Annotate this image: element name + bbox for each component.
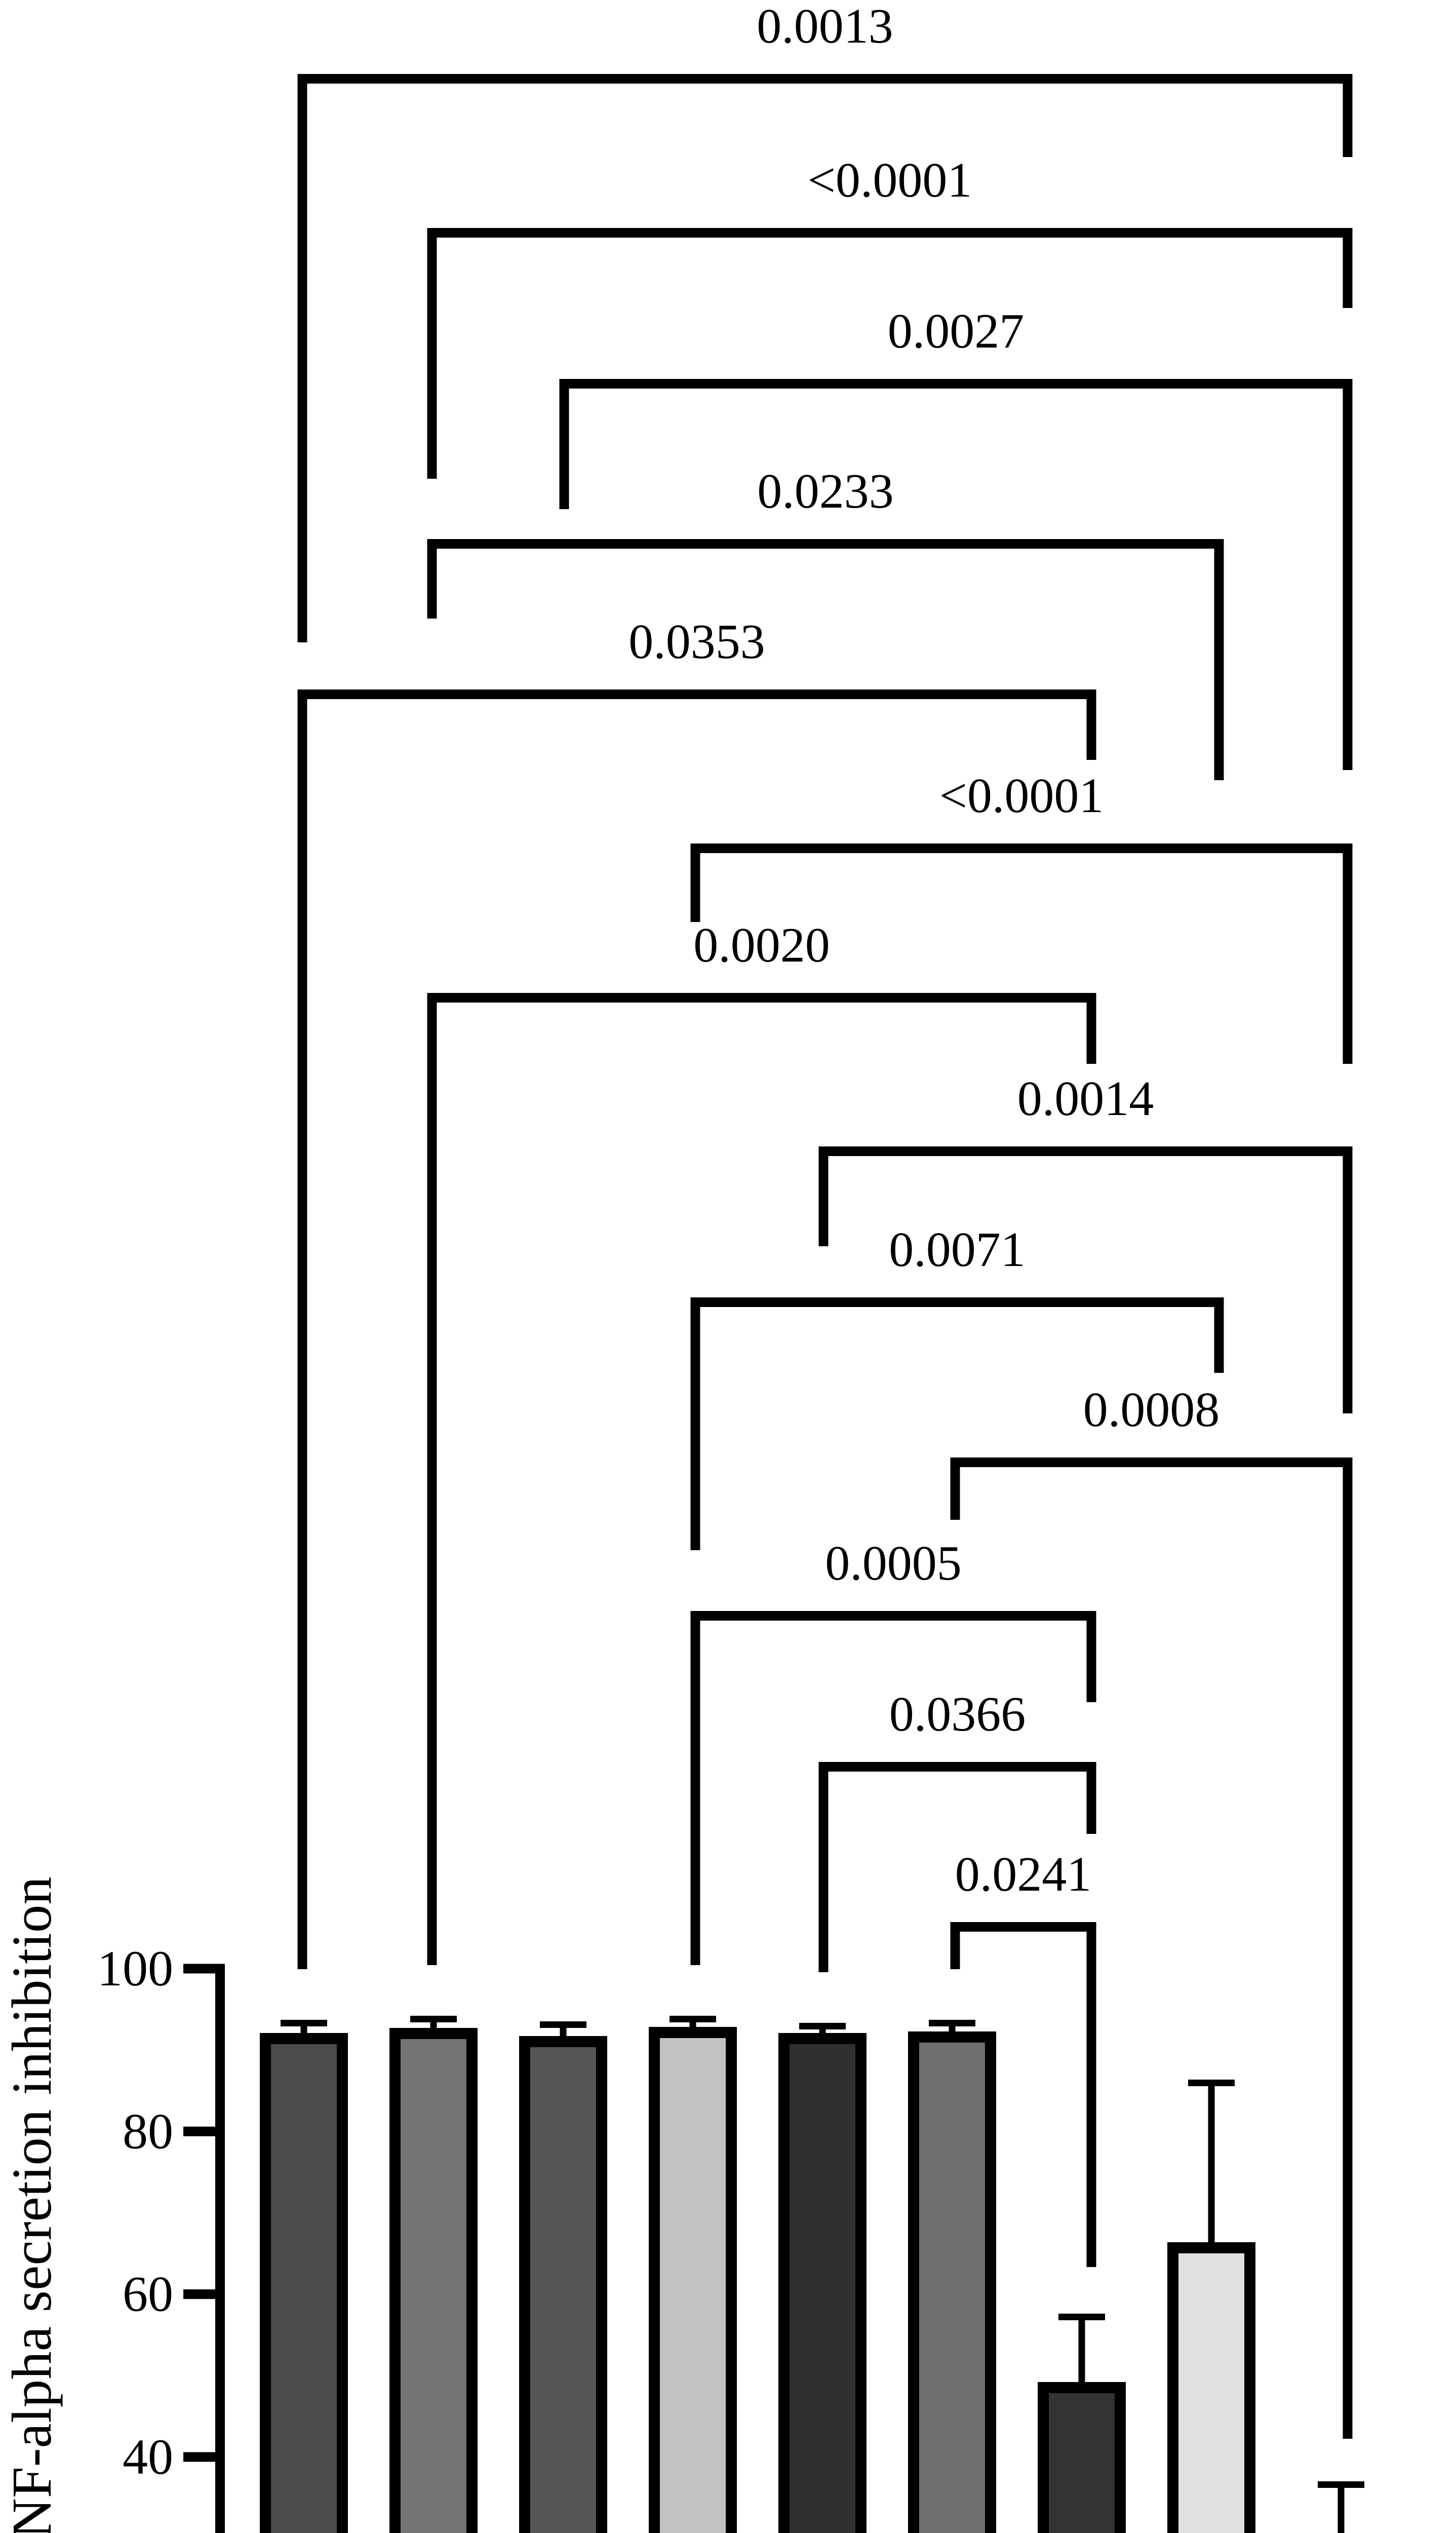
svg-text:0.0241: 0.0241 bbox=[955, 1847, 1092, 1902]
svg-text:0.0013: 0.0013 bbox=[757, 0, 893, 54]
svg-text:60: 60 bbox=[123, 2266, 173, 2322]
svg-text:0.0353: 0.0353 bbox=[628, 615, 765, 669]
svg-text:0.0366: 0.0366 bbox=[889, 1687, 1026, 1742]
svg-text:0.0005: 0.0005 bbox=[825, 1536, 962, 1591]
svg-text:<0.0001: <0.0001 bbox=[808, 153, 972, 208]
svg-text:0.0027: 0.0027 bbox=[888, 304, 1025, 359]
svg-text:0.0071: 0.0071 bbox=[889, 1222, 1026, 1277]
svg-text:<0.0001: <0.0001 bbox=[939, 769, 1104, 823]
svg-text:40: 40 bbox=[123, 2429, 173, 2485]
svg-text:0.0014: 0.0014 bbox=[1017, 1071, 1154, 1126]
svg-text:80: 80 bbox=[123, 2103, 173, 2159]
svg-text:0.0008: 0.0008 bbox=[1083, 1383, 1220, 1437]
svg-text:Percentage of TNF-alpha secret: Percentage of TNF-alpha secretion inhibi… bbox=[1, 1876, 63, 2533]
svg-text:100: 100 bbox=[97, 1940, 173, 1997]
svg-text:0.0233: 0.0233 bbox=[757, 464, 894, 519]
svg-text:0.0020: 0.0020 bbox=[693, 918, 830, 973]
